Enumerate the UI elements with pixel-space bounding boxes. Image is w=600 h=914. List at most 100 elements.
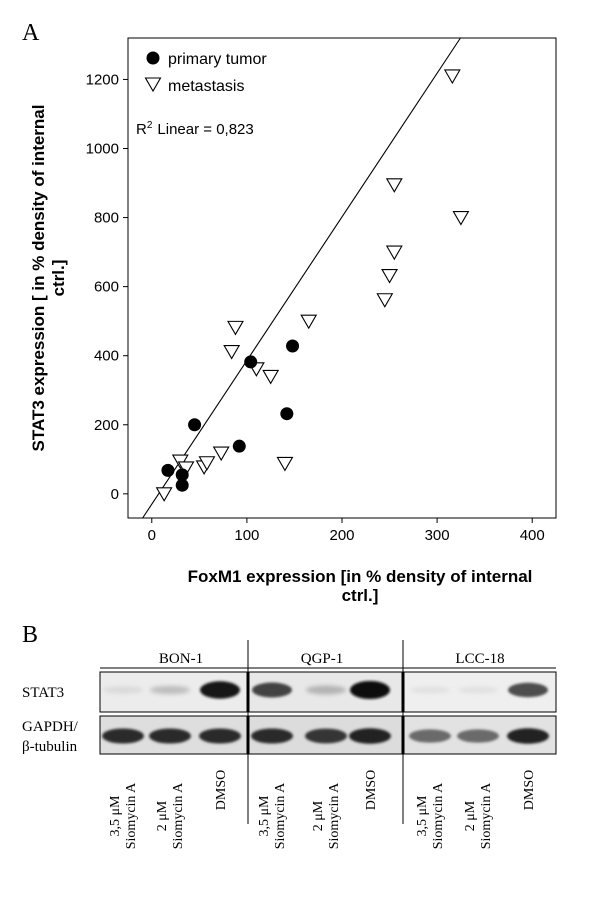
y-axis-title: STAT3 expression [ in % density of inter…	[29, 105, 68, 452]
primary-tumor-point	[244, 355, 258, 369]
lane-label-line2: Siomycin A	[124, 782, 139, 849]
lane-label-line2: Siomycin A	[327, 782, 342, 849]
x-tick-label: 200	[329, 527, 354, 544]
stat3-band	[306, 685, 346, 695]
y-tick-label: 400	[94, 348, 119, 365]
lane-label-line1: 3,5 μM	[108, 795, 123, 837]
loading-band	[409, 729, 451, 743]
lane-label-line1: DMSO	[522, 770, 537, 810]
loading-band	[199, 728, 241, 744]
y-axis-title-line2: ctrl.]	[49, 260, 68, 297]
loading-band	[507, 728, 549, 744]
metastasis-point	[385, 245, 403, 261]
y-axis-ticks: 0 200 400 600 800 1000 1200	[86, 71, 128, 503]
row-label-tubulin: β-tubulin	[22, 739, 78, 755]
panel-a-label: A	[22, 20, 40, 46]
x-axis-title-line2: ctrl.]	[342, 586, 379, 605]
stat3-bands	[103, 681, 548, 699]
loading-blot-strip	[99, 715, 557, 755]
legend-label-primary-tumor: primary tumor	[168, 51, 267, 68]
primary-tumor-point	[280, 407, 294, 421]
legend-marker-metastasis	[144, 77, 162, 93]
lane-label: 3,5 μM Siomycin A	[257, 782, 288, 849]
stat3-band	[458, 686, 498, 694]
lane-label-line1: 2 μM	[311, 800, 326, 831]
loading-band	[457, 729, 499, 743]
metastasis-point	[155, 487, 173, 502]
r-squared-sup: 2	[147, 120, 153, 131]
metastasis-point	[300, 314, 318, 330]
group-label-qgp-1: QGP-1	[301, 651, 344, 667]
stat3-band	[350, 681, 390, 699]
lane-label-line2: Siomycin A	[273, 782, 288, 849]
row-label-gapdh: GAPDH/	[22, 719, 79, 735]
metastasis-point	[198, 456, 216, 471]
metastasis-point	[276, 456, 294, 472]
lane-label: DMSO	[364, 770, 379, 810]
y-tick-label: 600	[94, 279, 119, 296]
metastasis-point	[262, 369, 280, 385]
r-squared-text: Linear = 0,823	[157, 121, 253, 138]
lane-label: 2 μM Siomycin A	[155, 782, 186, 849]
lane-label-line1: 2 μM	[155, 800, 170, 831]
y-tick-label: 1200	[86, 71, 119, 88]
lane-label-line1: 3,5 μM	[257, 795, 272, 837]
lane-label: DMSO	[522, 770, 537, 810]
loading-band	[349, 728, 391, 744]
primary-tumor-point	[175, 478, 189, 492]
lane-label-line1: DMSO	[364, 770, 379, 810]
metastasis-point	[223, 345, 241, 360]
legend-marker-primary-tumor	[146, 51, 160, 65]
x-tick-label: 400	[520, 527, 545, 544]
loading-band	[305, 728, 347, 744]
lane-label-line2: Siomycin A	[171, 782, 186, 849]
lane-label: 3,5 μM Siomycin A	[415, 782, 446, 849]
legend-label-metastasis: metastasis	[168, 78, 244, 95]
group-label-bon-1: BON-1	[159, 651, 203, 667]
primary-tumor-point	[286, 339, 300, 353]
lane-label: 3,5 μM Siomycin A	[108, 782, 139, 849]
fit-line-group	[142, 37, 461, 519]
loading-band	[102, 728, 144, 744]
lane-label: 2 μM Siomycin A	[463, 782, 494, 849]
stat3-band	[508, 682, 548, 698]
group-label-lcc-18: LCC-18	[455, 651, 504, 667]
loading-bands	[102, 728, 549, 744]
stat3-band	[150, 685, 190, 695]
r-squared-r: R	[136, 121, 147, 138]
stat3-band	[200, 681, 240, 699]
scatter-plot: 0 100 200 300 400 0 200 400 600 800 1000 1200	[86, 37, 557, 544]
primary-tumor-point	[175, 468, 189, 482]
lane-label-line1: 2 μM	[463, 800, 478, 831]
x-tick-label: 300	[425, 527, 450, 544]
lane-label: DMSO	[214, 770, 229, 810]
metastasis-point	[385, 178, 403, 193]
lane-label-line2: Siomycin A	[479, 782, 494, 849]
y-axis-title-line1: STAT3 expression [ in % density of inter…	[29, 105, 48, 452]
western-blot: BON-1 QGP-1 LCC-18 STAT3 GAPDH/ β-tubuli…	[22, 640, 557, 849]
lane-label-line2: Siomycin A	[431, 782, 446, 849]
primary-tumor-point	[161, 463, 175, 477]
metastasis-point	[212, 446, 230, 462]
metastasis-point	[227, 320, 244, 336]
stat3-blot-strip	[99, 671, 557, 713]
x-tick-label: 100	[234, 527, 259, 544]
y-tick-label: 0	[111, 486, 119, 503]
primary-tumor-point	[188, 418, 202, 432]
metastasis-point	[381, 269, 399, 284]
fit-line	[142, 37, 461, 519]
metastasis-point	[443, 69, 461, 85]
stat3-band	[252, 682, 292, 698]
data-points	[155, 69, 470, 502]
lane-label-line1: 3,5 μM	[415, 795, 430, 837]
row-label-stat3: STAT3	[22, 685, 64, 701]
legend: primary tumor metastasis	[144, 51, 267, 95]
y-tick-label: 800	[94, 210, 119, 227]
lane-label: 2 μM Siomycin A	[311, 782, 342, 849]
x-axis-title-line1: FoxM1 expression [in % density of intern…	[188, 567, 533, 586]
loading-band	[251, 728, 293, 744]
primary-tumor-point	[232, 439, 246, 453]
metastasis-point	[452, 211, 470, 226]
r-squared-label: R2 Linear = 0,823	[136, 120, 254, 138]
